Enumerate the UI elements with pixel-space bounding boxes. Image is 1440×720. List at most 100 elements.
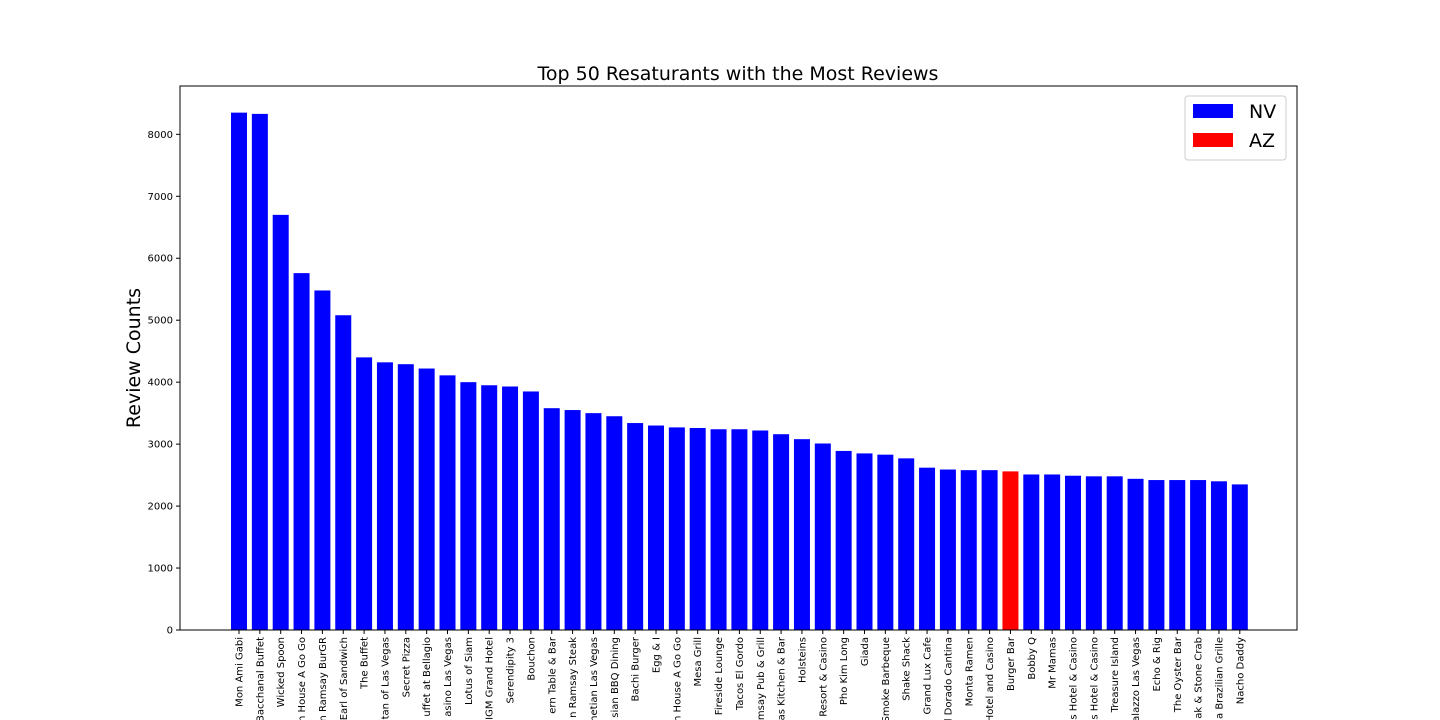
y-axis-label: Review Counts <box>123 288 145 428</box>
bar <box>752 430 769 630</box>
bar <box>1169 480 1186 630</box>
y-tick-label: 6000 <box>148 254 173 265</box>
x-tick-label: Resort & Casino <box>818 637 829 717</box>
bar <box>1127 478 1144 630</box>
bar <box>522 391 539 630</box>
bar <box>627 423 644 630</box>
x-tick-label: Earl of Sandwich <box>339 637 350 720</box>
x-tick-label: Holsteins <box>797 637 808 683</box>
bar <box>919 467 936 630</box>
bar <box>1002 471 1019 630</box>
y-tick-label: 1000 <box>148 564 173 575</box>
x-tick-label: Egg & I <box>652 637 663 673</box>
x-tick-label: Lotus of Siam <box>464 637 475 705</box>
bar <box>1065 475 1081 630</box>
x-tick-label: n House A Go Go <box>297 637 308 720</box>
bar <box>397 364 414 630</box>
bar <box>877 454 894 630</box>
legend-swatch <box>1193 133 1233 147</box>
x-tick-label: Burger Bar <box>1006 636 1017 691</box>
x-tick-label: tan of Las Vegas <box>380 637 391 719</box>
bar <box>689 428 706 630</box>
y-tick-label: 3000 <box>148 440 173 451</box>
x-tick-label: Monta Ramen <box>964 637 975 706</box>
x-tick-label: IGM Grand Hotel <box>485 637 496 720</box>
x-tick-label: Hotel and Casino <box>985 637 996 720</box>
bar <box>668 427 685 630</box>
x-tick-label: Bachi Burger <box>631 636 642 701</box>
bars-group <box>231 112 1248 630</box>
bar <box>1023 474 1040 630</box>
bar <box>1210 481 1227 630</box>
bar <box>335 315 352 630</box>
bar <box>960 470 977 630</box>
bar <box>251 113 268 630</box>
bar <box>314 290 331 630</box>
x-tick-label: Giada <box>860 637 871 666</box>
bar <box>481 385 498 630</box>
bar <box>648 425 664 630</box>
x-tick-label: Bobby Q <box>1027 637 1038 680</box>
x-tick-label: Serendipity 3 <box>506 637 517 704</box>
y-tick-label: 4000 <box>148 378 173 389</box>
bar <box>1044 474 1061 630</box>
x-tick-label: ern Table & Bar <box>547 636 558 714</box>
bar <box>835 450 852 630</box>
chart-title: Top 50 Resaturants with the Most Reviews <box>537 63 939 85</box>
legend-swatch <box>1193 104 1233 118</box>
y-tick-label: 2000 <box>148 502 173 513</box>
bar <box>1148 480 1165 630</box>
x-tick-label: n Ramsay Steak <box>568 637 579 718</box>
x-axis: Mon Ami Gabi Bacchanal Buffet Wicked Spoon… <box>235 630 1246 720</box>
legend: NV AZ <box>1184 95 1287 161</box>
x-tick-label: Echo & Rig <box>1152 637 1163 692</box>
x-tick-label: Secret Pizza <box>401 637 412 697</box>
x-tick-label: asino Las Vegas <box>443 637 454 717</box>
x-tick-label: s Hotel & Casino <box>1069 637 1080 720</box>
bar <box>293 273 310 630</box>
x-tick-label: Tacos El Gordo <box>735 637 746 711</box>
bar <box>543 408 560 630</box>
x-tick-label: Nacho Daddy <box>1235 637 1246 704</box>
bar <box>439 375 456 630</box>
x-tick-label: sian BBQ Dining <box>610 637 621 718</box>
plot-frame <box>179 85 1298 631</box>
x-tick-label: Grand Lux Cafe <box>923 637 934 714</box>
x-tick-label: Mesa Grill <box>693 637 704 687</box>
bar <box>856 453 873 630</box>
x-tick-label: as Kitchen & Bar <box>777 636 788 720</box>
y-tick-label: 0 <box>167 626 173 637</box>
legend-label: AZ <box>1249 130 1275 152</box>
bar <box>898 458 915 630</box>
bar <box>1231 484 1248 630</box>
x-tick-label: Smoke Barbeque <box>881 637 892 720</box>
bar <box>793 439 810 630</box>
x-tick-label: Wicked Spoon <box>276 637 287 707</box>
bar <box>356 357 373 630</box>
x-tick-label: Shake Shack <box>902 637 913 701</box>
bar <box>1085 476 1102 630</box>
bar <box>1106 476 1123 630</box>
x-tick-label: uffet at Bellagio <box>422 637 433 717</box>
y-axis: 0 1000 2000 3000 4000 5000 6000 7000 8000 <box>148 130 180 637</box>
bar <box>731 429 748 630</box>
bar <box>585 413 602 630</box>
x-tick-label: n Ramsay BurGR <box>318 637 329 720</box>
bar <box>981 470 998 630</box>
bar <box>773 434 790 630</box>
x-tick-label: l Dorado Cantina <box>943 637 954 720</box>
x-tick-label: Bacchanal Buffet <box>255 637 266 720</box>
y-tick-label: 7000 <box>148 192 173 203</box>
x-tick-label: Fireside Lounge <box>714 637 725 715</box>
y-tick-label: 8000 <box>148 130 173 141</box>
bar <box>710 429 727 630</box>
bar <box>606 416 623 630</box>
y-tick-label: 5000 <box>148 316 173 327</box>
x-tick-label: netian Las Vegas <box>589 637 600 720</box>
bar <box>814 443 831 630</box>
x-tick-label: The Oyster Bar <box>1173 636 1184 713</box>
bar <box>231 112 247 630</box>
x-tick-label: ak & Stone Crab <box>1194 637 1205 719</box>
x-tick-label: Treasure Island <box>1110 637 1121 713</box>
x-tick-label: The Buffet <box>360 637 371 690</box>
